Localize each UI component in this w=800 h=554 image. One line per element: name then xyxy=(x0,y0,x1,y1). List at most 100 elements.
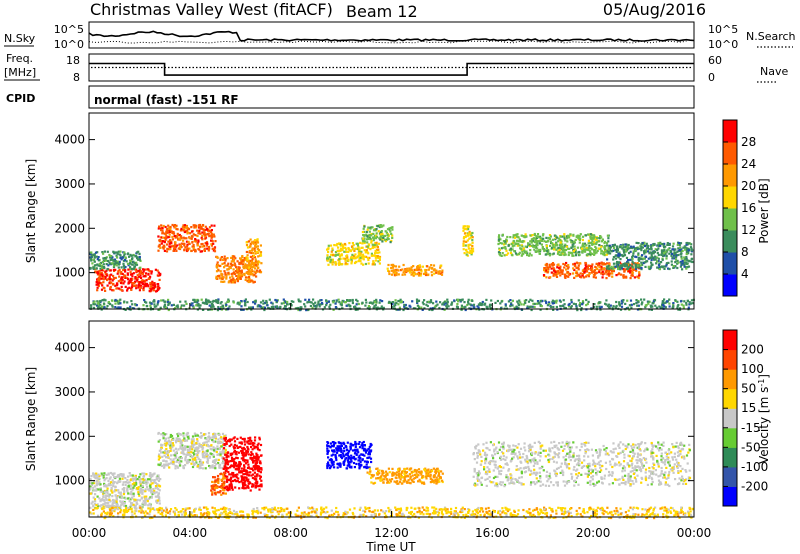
vel-marks-point xyxy=(122,502,125,505)
power-marks-point xyxy=(676,250,679,253)
power-marks-point xyxy=(207,229,210,232)
power-marks-point xyxy=(450,301,454,304)
power-marks-point xyxy=(527,254,531,257)
vel-marks-point xyxy=(201,446,205,449)
power-marks-point xyxy=(210,224,213,227)
vel-marks-point xyxy=(148,478,151,481)
power-marks-point xyxy=(460,308,463,311)
power-marks-point xyxy=(355,298,358,301)
power-marks-point xyxy=(676,243,679,247)
power-marks-point xyxy=(319,299,322,302)
power-marks-point xyxy=(117,302,120,305)
vel-marks-point xyxy=(142,475,146,478)
power-marks-point xyxy=(529,298,532,301)
power-marks-point xyxy=(465,248,468,251)
vel-marks-point xyxy=(93,475,96,478)
vel-marks-point xyxy=(249,467,252,470)
power-marks-point xyxy=(607,240,610,243)
vel-marks-point xyxy=(118,473,121,477)
power-marks-point xyxy=(672,302,675,305)
vel-marks-point xyxy=(117,491,120,494)
power-marks-point xyxy=(244,264,247,268)
power-marks-point xyxy=(104,275,107,278)
power-marks-point xyxy=(551,242,554,245)
power-marks-point xyxy=(587,233,590,236)
power-marks-point xyxy=(209,231,213,234)
power-marks-point xyxy=(116,272,119,275)
vel-marks-point xyxy=(89,485,92,488)
power-marks-point xyxy=(563,303,566,306)
vel-marks-point xyxy=(188,448,192,451)
power-marks-point xyxy=(357,302,360,306)
power-marks-point xyxy=(662,250,665,253)
vel-marks-point xyxy=(136,478,139,481)
power-marks-point xyxy=(263,308,266,312)
power-marks-point xyxy=(172,249,175,252)
power-marks-point xyxy=(128,255,131,258)
vel-marks-point xyxy=(190,438,193,441)
vel-marks-point xyxy=(119,491,122,494)
power-marks-point xyxy=(103,250,106,253)
vel-marks-point xyxy=(193,453,196,456)
vel-marks-point xyxy=(214,437,217,440)
power-marks-point xyxy=(560,253,563,256)
power-marks-point xyxy=(253,256,257,259)
power-marks-point xyxy=(676,259,679,262)
power-marks-point xyxy=(690,253,693,256)
power-marks-point xyxy=(335,262,338,265)
power-marks-point xyxy=(628,252,631,255)
power-marks-point xyxy=(628,304,631,307)
vel-marks-point xyxy=(215,458,218,461)
vel-marks-point xyxy=(128,472,131,475)
power-marks-point xyxy=(674,256,677,259)
power-marks-point xyxy=(247,271,250,274)
vel-marks-point xyxy=(107,473,110,476)
power-marks-point xyxy=(555,243,559,247)
power-marks-point xyxy=(200,250,203,253)
power-marks-point xyxy=(591,263,594,266)
power-marks-point xyxy=(97,284,100,288)
vel-marks-point xyxy=(228,483,231,486)
power-marks-point xyxy=(378,224,381,227)
power-marks-point xyxy=(653,250,656,254)
vel-marks-point xyxy=(121,474,124,477)
vel-marks-point xyxy=(135,502,138,505)
power-marks-point xyxy=(141,279,144,282)
power-marks-point xyxy=(581,303,584,306)
power-marks-point xyxy=(193,224,197,227)
vel-marks-point xyxy=(218,453,221,456)
vel-marks-point xyxy=(115,500,118,504)
power-marks-point xyxy=(382,306,385,309)
power-marks-point xyxy=(123,267,126,270)
power-marks-point xyxy=(194,239,197,242)
power-marks-point xyxy=(150,270,153,273)
power-marks-point xyxy=(163,304,166,307)
power-marks-point xyxy=(670,263,673,266)
power-marks-point xyxy=(163,241,166,244)
power-marks-point xyxy=(231,275,234,278)
power-marks-point xyxy=(117,270,120,273)
power-marks-point xyxy=(430,264,433,267)
power-marks-point xyxy=(131,263,134,266)
vel-marks-point xyxy=(163,433,166,436)
vel-marks-point xyxy=(198,464,201,467)
vel-marks-point xyxy=(215,450,218,454)
power-marks-point xyxy=(115,299,118,302)
power-marks-point xyxy=(329,303,332,306)
vel-marks-point xyxy=(176,460,179,463)
power-marks-point xyxy=(408,269,411,272)
power-marks-point xyxy=(93,260,96,263)
power-marks-point xyxy=(310,301,313,304)
power-marks-point xyxy=(200,225,203,229)
power-marks-point xyxy=(467,247,470,250)
power-marks-point xyxy=(617,256,620,259)
power-marks-point xyxy=(569,251,572,254)
power-marks-point xyxy=(523,303,526,306)
vel-marks-point xyxy=(134,477,137,480)
power-marks-point xyxy=(147,272,150,275)
power-marks-point xyxy=(620,254,623,257)
power-marks-point xyxy=(544,299,547,302)
power-marks-point xyxy=(137,270,140,273)
vel-marks-point xyxy=(157,474,160,477)
